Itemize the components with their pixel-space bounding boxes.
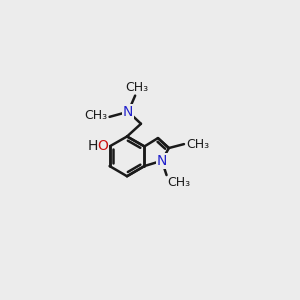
Text: CH₃: CH₃ (168, 176, 191, 189)
Text: CH₃: CH₃ (125, 81, 148, 94)
Text: CH₃: CH₃ (186, 138, 209, 151)
Text: N: N (123, 105, 134, 119)
Text: H: H (88, 140, 98, 153)
Text: CH₃: CH₃ (84, 109, 107, 122)
Text: O: O (98, 140, 108, 153)
Text: N: N (157, 154, 167, 168)
